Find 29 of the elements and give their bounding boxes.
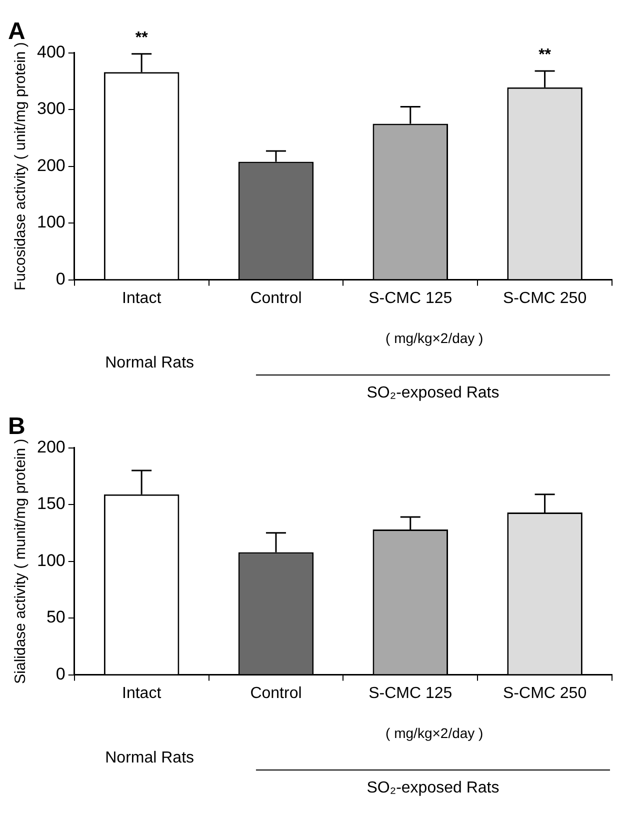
y-axis-title: Sialidase activity ( munit/mg protein ) bbox=[12, 438, 30, 684]
chart-title: B bbox=[8, 413, 26, 440]
y-tick-label: 150 bbox=[36, 494, 66, 514]
y-tick-label: 0 bbox=[56, 269, 66, 288]
y-tick-label: 0 bbox=[56, 664, 66, 684]
text: SO₂-exposed Rats bbox=[366, 384, 500, 402]
y-tick-label: 300 bbox=[36, 99, 66, 118]
text: Normal Rats bbox=[105, 749, 194, 766]
y-tick-label: 200 bbox=[36, 437, 66, 456]
x-tick-label: S-CMC 125 bbox=[368, 290, 452, 307]
annotation: ** bbox=[135, 29, 149, 46]
text: SO₂-exposed Rats bbox=[366, 779, 500, 796]
y-tick-label: 200 bbox=[36, 156, 66, 175]
y-axis-title: Fucosidase activity ( unit/mg protein ) bbox=[12, 42, 30, 291]
x-tick-label: S-CMC 250 bbox=[503, 684, 587, 702]
y-tick-label: 100 bbox=[36, 212, 66, 232]
x-tick-label: Intact bbox=[122, 290, 162, 307]
text: ( mg/kg×2/day ) bbox=[386, 330, 484, 346]
annotation: ** bbox=[538, 46, 552, 64]
x-tick-label: Control bbox=[250, 290, 302, 307]
x-tick-label: Intact bbox=[122, 684, 162, 702]
y-tick-label: 400 bbox=[36, 42, 66, 62]
y-tick-label: 50 bbox=[46, 608, 66, 627]
text: Normal Rats bbox=[105, 354, 194, 372]
x-tick-label: S-CMC 125 bbox=[368, 684, 452, 702]
y-tick-label: 100 bbox=[36, 550, 66, 570]
text: ( mg/kg×2/day ) bbox=[386, 724, 484, 741]
x-tick-label: Control bbox=[250, 684, 302, 702]
x-tick-label: S-CMC 250 bbox=[503, 290, 587, 307]
